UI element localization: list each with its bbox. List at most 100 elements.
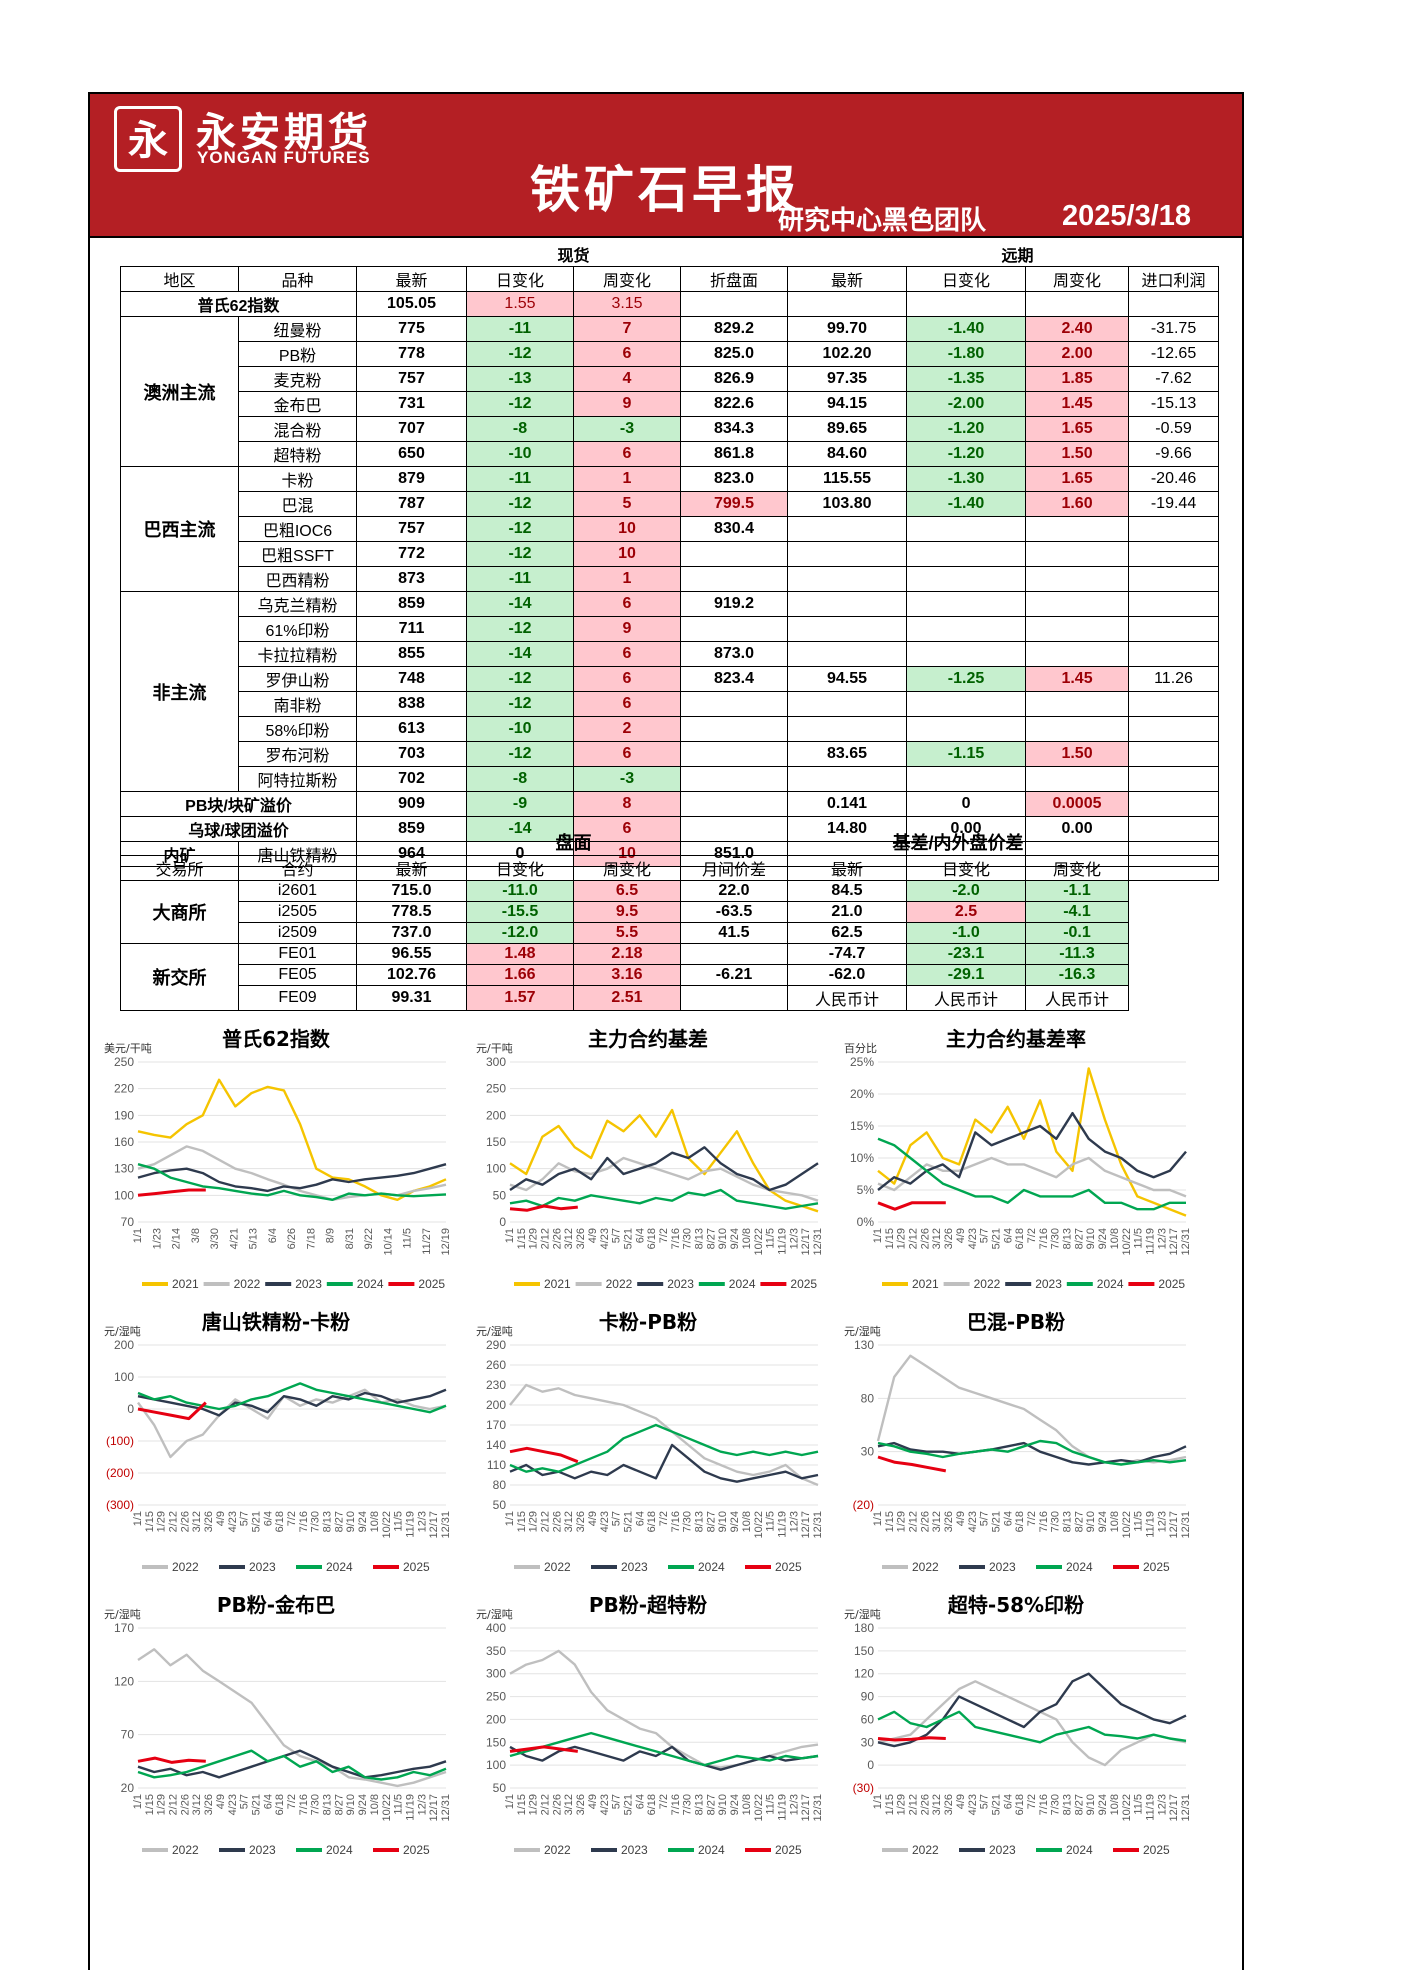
day-change: -10 [466, 716, 574, 742]
basis-day-change: -23.1 [906, 943, 1026, 965]
y-axis-unit: 元/湿吨 [104, 1608, 141, 1621]
basis-latest: 62.5 [787, 922, 907, 944]
x-tick-label: 3/12 [191, 1794, 203, 1815]
series-line-2025 [509, 1745, 579, 1753]
x-tick-label: 7/16 [1038, 1511, 1050, 1532]
x-tick-label: 6/4 [1002, 1511, 1014, 1526]
futures-equivalent: 799.5 [680, 491, 789, 517]
company-name-en: YONGAN FUTURES [197, 148, 371, 167]
forward-latest: 84.60 [787, 441, 908, 467]
futures-week-change: 6.5 [573, 880, 681, 902]
latest-price: 748 [356, 666, 467, 692]
forward-day-change [906, 716, 1027, 742]
x-tick-label: 6/18 [646, 1511, 658, 1532]
forward-week-change: 1.45 [1025, 666, 1130, 692]
legend-label: 2025 [403, 1560, 430, 1574]
day-change: -12 [466, 741, 574, 767]
x-tick-label: 1/15 [144, 1794, 156, 1815]
chart-title: 唐山铁精粉-卡粉 [202, 1310, 350, 1334]
series-line-2022 [509, 1156, 819, 1202]
forward-day-change [906, 766, 1027, 792]
y-axis-unit: 元/干吨 [476, 1042, 513, 1055]
legend-label: 2023 [667, 1277, 694, 1291]
chart-title: PB粉-超特粉 [589, 1593, 707, 1617]
x-tick-label: 11/19 [776, 1794, 788, 1821]
x-tick-label: 5/13 [248, 1228, 260, 1249]
x-tick-label: 7/30 [682, 1511, 694, 1532]
x-tick-label: 7/30 [310, 1511, 322, 1532]
import-profit [1128, 766, 1220, 792]
product-name: 卡粉 [238, 466, 357, 492]
table-cell [1128, 943, 1219, 965]
futures-equivalent: 823.4 [680, 666, 789, 692]
y-tick-label: 250 [486, 1690, 506, 1704]
series-line-2024 [509, 1188, 819, 1210]
futures-latest: 778.5 [356, 901, 467, 923]
x-tick-label: 9/10 [717, 1794, 729, 1815]
table-cell [787, 291, 908, 317]
x-tick-label: 9/10 [717, 1511, 729, 1532]
legend-label: 2023 [989, 1843, 1016, 1857]
contract-code: FE05 [238, 964, 357, 986]
series-line-2025 [877, 1201, 946, 1211]
x-tick-label: 3/30 [209, 1228, 221, 1249]
y-tick-label: 220 [114, 1082, 134, 1096]
y-tick-label: 170 [114, 1621, 134, 1635]
x-tick-label: 1/1 [872, 1228, 884, 1243]
week-change: 6 [572, 441, 682, 467]
forward-latest: 89.65 [787, 416, 908, 442]
futures-day-change: -12.0 [466, 922, 574, 944]
contract-code: i2509 [238, 922, 357, 944]
forward-week-change [1025, 591, 1130, 617]
y-tick-label: 120 [114, 1674, 134, 1688]
x-tick-label: 11/19 [1144, 1511, 1156, 1538]
forward-latest [787, 616, 908, 642]
x-tick-label: 1/29 [896, 1794, 908, 1815]
x-tick-label: 2/26 [179, 1794, 191, 1815]
index-label: 普氏62指数 [120, 291, 357, 317]
forward-day-change: -1.20 [906, 416, 1027, 442]
legend-label: 2022 [544, 1843, 571, 1857]
forward-section-header: 远期 [1001, 248, 1034, 265]
x-tick-label: 1/29 [896, 1228, 908, 1249]
x-tick-label: 9/10 [717, 1228, 729, 1249]
y-tick-label: 170 [486, 1418, 506, 1432]
column-header: 最新 [356, 266, 467, 292]
y-tick-label: 60 [861, 1712, 875, 1726]
x-tick-label: 12/31 [1180, 1228, 1192, 1256]
legend-label: 2023 [621, 1560, 648, 1574]
legend-label: 2024 [1066, 1560, 1093, 1574]
table-spacer [121, 829, 467, 856]
y-tick-label: 120 [854, 1667, 874, 1681]
forward-week-change: 0.0005 [1025, 791, 1130, 817]
table-spacer [681, 829, 788, 856]
x-tick-label: 12/31 [812, 1511, 824, 1539]
legend-label: 2023 [295, 1277, 322, 1291]
series-line-2025 [509, 1204, 578, 1212]
product-name: 巴粗SSFT [238, 541, 357, 567]
day-change: -8 [466, 416, 574, 442]
legend-label: 2023 [621, 1843, 648, 1857]
y-tick-label: 70 [121, 1728, 135, 1742]
forward-latest [787, 691, 908, 717]
x-tick-label: 2/26 [551, 1228, 563, 1249]
forward-latest: 115.55 [787, 466, 908, 492]
forward-latest: 103.80 [787, 491, 908, 517]
basis-day-change: -2.0 [906, 880, 1026, 902]
y-tick-label: 200 [114, 1338, 134, 1352]
x-tick-label: 8/13 [1062, 1794, 1074, 1815]
x-tick-label: 2/12 [540, 1794, 552, 1815]
forward-latest: 99.70 [787, 316, 908, 342]
y-tick-label: (200) [106, 1466, 134, 1480]
x-tick-label: 8/27 [333, 1794, 345, 1815]
latest-price: 873 [356, 566, 467, 592]
x-tick-label: 12/17 [800, 1794, 812, 1822]
futures-day-change: 1.57 [466, 985, 574, 1011]
x-tick-label: 1/1 [132, 1511, 144, 1526]
legend-label: 2023 [989, 1560, 1016, 1574]
import-profit: -20.46 [1128, 466, 1220, 492]
forward-day-change: -1.20 [906, 441, 1027, 467]
x-tick-label: 3/12 [563, 1228, 575, 1249]
